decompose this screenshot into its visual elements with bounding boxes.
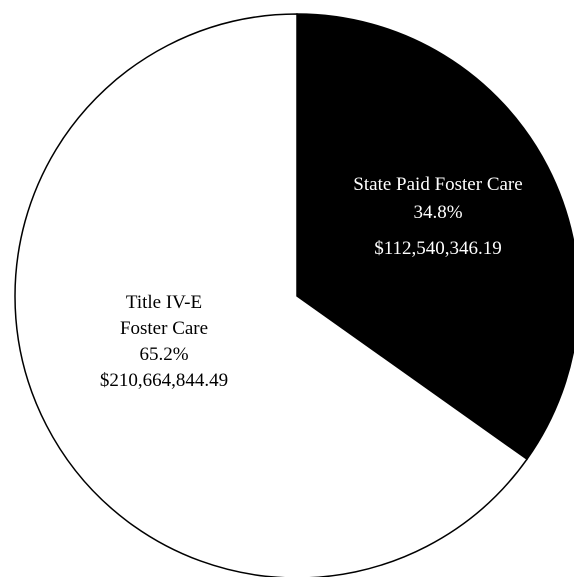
- slice-0-name-line-0: State Paid Foster Care: [353, 174, 522, 195]
- pie-slices: [14, 13, 574, 577]
- slice-1-percent-label: 65.2%: [139, 344, 188, 365]
- slice-1-amount-label: $210,664,844.49: [100, 370, 228, 391]
- slice-0-amount-label: $112,540,346.19: [374, 238, 502, 259]
- pie-slice-1: [14, 13, 529, 577]
- pie-slice-0: [296, 13, 574, 461]
- slice-1-name-line-0: Title IV-E: [126, 292, 202, 313]
- slice-0-percent-label: 34.8%: [413, 202, 462, 223]
- pie-labels: State Paid Foster Care 34.8% $112,540,346.…: [100, 174, 523, 391]
- slice-1-name-line-1: Foster Care: [120, 318, 208, 339]
